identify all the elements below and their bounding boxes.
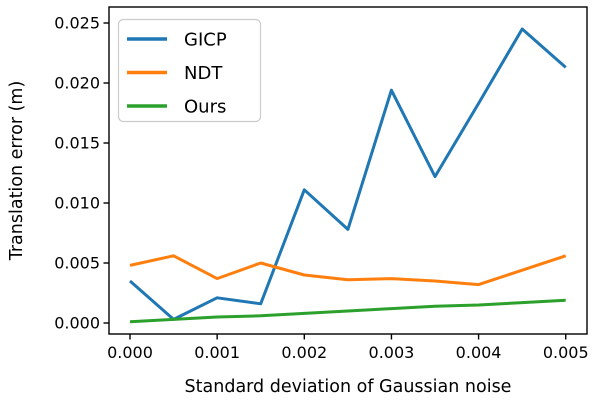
axes-layer bbox=[108, 6, 588, 335]
x-tick-label: 0.003 bbox=[369, 343, 415, 362]
series-line-ours bbox=[129, 298, 566, 324]
legend-box bbox=[117, 18, 262, 123]
y-axis-label: Translation error (m) bbox=[7, 81, 27, 262]
legend-label-gicp: GICP bbox=[184, 29, 227, 50]
x-tick-label: 0.001 bbox=[194, 343, 240, 362]
y-tick-label: 0.015 bbox=[54, 133, 100, 152]
x-tick-label: 0.005 bbox=[543, 343, 589, 362]
y-tick-label: 0.000 bbox=[54, 313, 100, 332]
x-tick-label: 0.000 bbox=[107, 343, 153, 362]
y-tick-label: 0.010 bbox=[54, 193, 100, 212]
y-tick-label: 0.005 bbox=[54, 253, 100, 272]
x-tick-label: 0.002 bbox=[281, 343, 327, 362]
y-tick-label: 0.025 bbox=[54, 13, 100, 32]
series-line-gicp bbox=[129, 27, 567, 321]
legend-label-ours: Ours bbox=[184, 96, 226, 117]
x-tick-label: 0.004 bbox=[456, 343, 502, 362]
series-layer bbox=[129, 27, 567, 324]
axes-frame bbox=[108, 6, 588, 335]
x-axis-label: Standard deviation of Gaussian noise bbox=[185, 377, 512, 397]
y-tick-label: 0.020 bbox=[54, 73, 100, 92]
legend-label-ndt: NDT bbox=[184, 63, 223, 84]
axis-label-layer: Standard deviation of Gaussian noise Tran… bbox=[7, 81, 511, 397]
legend: GICP NDT Ours bbox=[117, 18, 262, 123]
series-line-ndt bbox=[129, 254, 567, 287]
tick-layer: 0.000 0.001 0.002 0.003 0.004 0.005 0.000 0.005… bbox=[54, 13, 588, 362]
